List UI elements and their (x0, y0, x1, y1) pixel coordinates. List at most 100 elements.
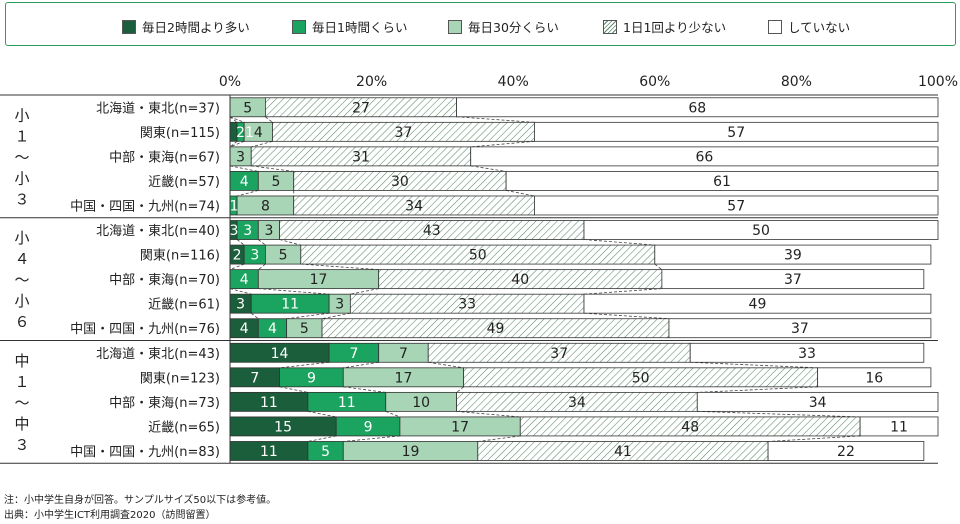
data-label: 7 (399, 346, 408, 362)
data-label: 3 (236, 297, 245, 313)
connector-line (654, 263, 663, 270)
data-label: 9 (364, 419, 373, 435)
connector-line (286, 312, 330, 320)
legend-label: 1日1回より少ない (623, 20, 727, 35)
legend-item: していない (768, 17, 850, 36)
data-label: 4 (240, 272, 249, 288)
data-label: 34 (568, 395, 586, 411)
row-label: 近畿(n=65) (148, 420, 220, 435)
x-tick-label: 0% (219, 74, 241, 90)
connector-line (307, 410, 337, 418)
data-label: 17 (451, 419, 469, 435)
connector-line (307, 435, 337, 442)
connector-line (279, 239, 301, 246)
connector-line (506, 190, 535, 197)
data-label: 27 (352, 100, 370, 116)
data-label: 3 (236, 149, 245, 165)
data-label: 7 (349, 346, 358, 362)
row-label: 近畿(n=57) (148, 175, 220, 190)
connector-line (229, 116, 238, 123)
legend-label: 毎日30分くらい (468, 20, 559, 35)
connector-line (350, 288, 379, 295)
data-label: 39 (784, 248, 802, 264)
connector-line (583, 239, 655, 246)
data-label: 48 (681, 419, 699, 435)
connector-line (250, 312, 259, 320)
chart-legend: 毎日2時間より多い 毎日1時間くらい 毎日30分くらい 1日1回より少ない して… (5, 2, 956, 46)
data-label: 11 (281, 297, 299, 313)
connector-line (300, 263, 379, 271)
connector-line (236, 239, 245, 246)
legend-label: 毎日2時間より多い (142, 20, 250, 35)
x-tick-label: 40% (498, 74, 529, 90)
data-label: 66 (695, 149, 713, 165)
data-label: 37 (784, 272, 802, 288)
bar-segment (583, 293, 932, 314)
connector-line (258, 263, 266, 270)
data-label: 21 (236, 125, 254, 141)
connector-line (236, 190, 259, 197)
bar-segment (583, 220, 939, 240)
data-label: 16 (865, 370, 883, 386)
row-label: 北海道・東北(n=43) (96, 346, 220, 362)
connector-line (229, 288, 252, 295)
connector-line (251, 165, 294, 172)
legend-swatch (122, 19, 136, 34)
data-label: 43 (423, 223, 441, 239)
connector-line (279, 361, 330, 369)
data-label: 4 (240, 321, 249, 337)
connector-line (385, 411, 401, 418)
data-label: 34 (405, 198, 423, 214)
data-label: 4 (254, 125, 263, 141)
footnote-note: 注：小中学生自身が回答。サンプルサイズ50以下は参考値。 (4, 495, 277, 506)
data-label: 50 (752, 223, 770, 239)
data-label: 41 (614, 444, 632, 460)
connector-line (229, 141, 238, 148)
data-label: 50 (469, 248, 487, 264)
legend-swatch (448, 19, 462, 34)
row-label: 北海道・東北(n=37) (96, 100, 220, 116)
bar-segment (817, 367, 932, 388)
connector-line (456, 116, 535, 123)
data-label: 4 (268, 321, 277, 337)
data-label: 22 (837, 444, 855, 460)
data-label: 14 (271, 346, 289, 362)
bar-segment (689, 342, 925, 363)
data-label: 30 (391, 174, 409, 190)
data-label: 3 (264, 223, 273, 239)
x-tick-label: 100% (918, 74, 958, 90)
data-label: 8 (261, 198, 270, 214)
data-label: 50 (632, 370, 650, 386)
bar-segment (859, 416, 939, 437)
connector-line (229, 263, 245, 270)
connector-line (456, 386, 464, 393)
connector-line (343, 435, 400, 442)
row-label: 関東(n=123) (140, 370, 220, 386)
row-label: 近畿(n=61) (148, 298, 220, 313)
data-label: 7 (250, 370, 259, 386)
data-label: 49 (749, 297, 767, 313)
data-label: 2 (233, 248, 242, 264)
data-label: 4 (240, 174, 249, 190)
connector-line (343, 361, 379, 369)
row-label: 中部・東海(n=73) (109, 395, 220, 411)
data-label: 5 (272, 174, 281, 190)
row-label: 中部・東海(n=70) (109, 272, 220, 288)
data-label: 31 (352, 149, 370, 165)
connector-line (583, 288, 662, 295)
connector-line (229, 165, 259, 172)
row-label: 中部・東海(n=67) (109, 149, 220, 165)
data-label: 3 (335, 297, 344, 313)
bar-segment (661, 269, 925, 290)
row-label: 中国・四国・九州(n=83) (70, 445, 220, 460)
connector-line (428, 361, 464, 369)
bar-segment (456, 97, 939, 118)
bar-segment (505, 171, 939, 191)
bar-segment (654, 244, 932, 265)
row-label: 関東(n=115) (140, 125, 220, 141)
connector-line (470, 140, 535, 148)
connector-line (279, 386, 308, 393)
row-label: 中国・四国・九州(n=74) (70, 199, 220, 214)
bar-segment (534, 195, 939, 216)
data-label: 5 (243, 100, 252, 116)
